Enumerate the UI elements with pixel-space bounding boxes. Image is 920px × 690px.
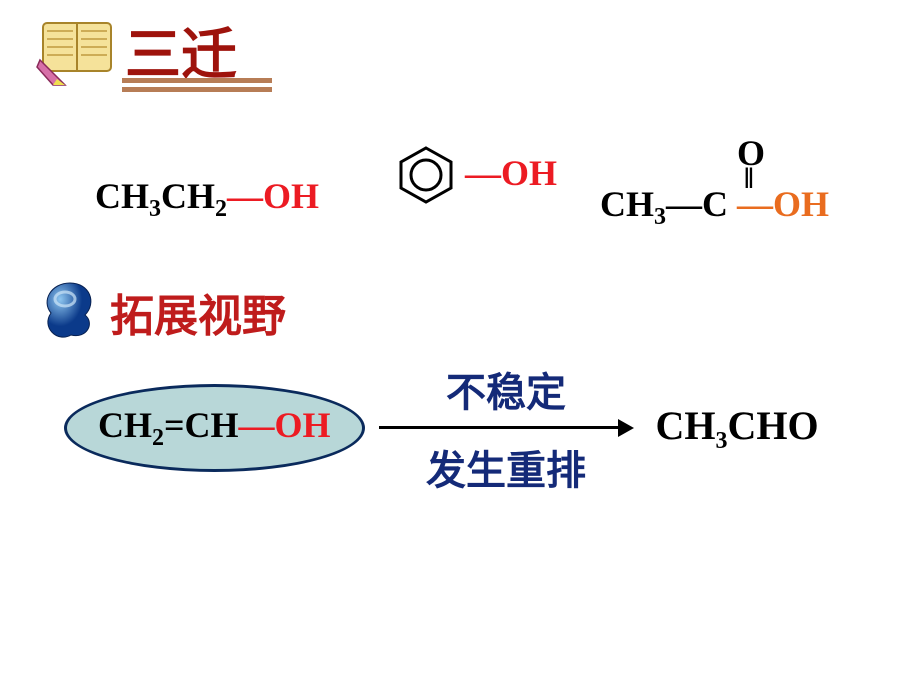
reaction-arrow: 不稳定 发生重排 — [379, 360, 634, 496]
title-underline — [122, 78, 272, 92]
product: CH3CHO — [656, 402, 819, 455]
formula-ethanol: CH3CH2—OH — [95, 175, 319, 223]
book-icon — [35, 15, 120, 90]
formula-phenol: —OH — [395, 140, 557, 206]
knot-icon — [35, 275, 105, 345]
benzene-ring-icon — [395, 144, 457, 206]
formula-acetic-acid: O ‖ CH3—C —OH — [600, 135, 829, 229]
reactant-tag: CH2=CH—OH — [80, 390, 349, 466]
subtitle: 拓展视野 — [110, 280, 286, 344]
reaction-equation: CH2=CH—OH 不稳定 发生重排 CH3CHO — [80, 360, 819, 496]
condition-bottom: 发生重排 — [426, 438, 586, 496]
condition-top: 不稳定 — [446, 360, 566, 418]
